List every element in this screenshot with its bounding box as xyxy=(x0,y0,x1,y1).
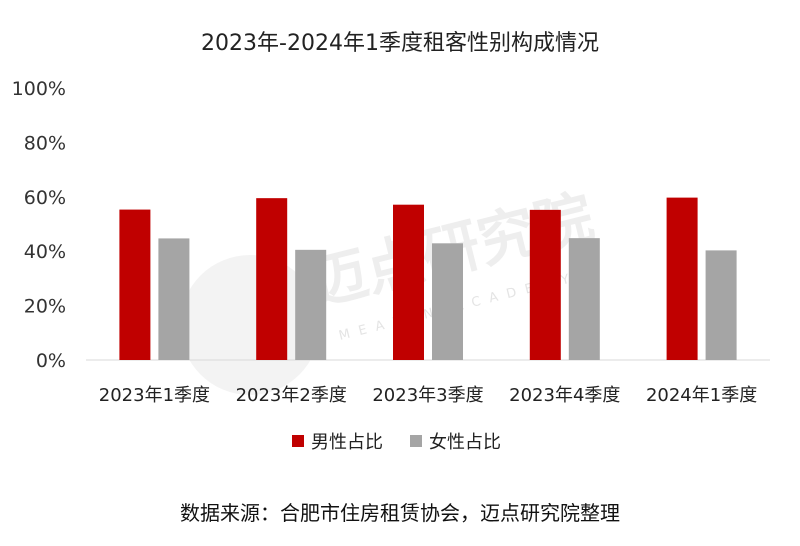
legend-swatch-male xyxy=(292,435,304,447)
legend-label-male: 男性占比 xyxy=(311,432,383,453)
x-axis: 2023年1季度 2023年2季度 2023年3季度 2023年4季度 2024年1季度 xyxy=(99,385,757,406)
legend-swatch-female xyxy=(410,435,422,447)
bar-female xyxy=(432,243,463,360)
bar-male xyxy=(393,204,424,360)
bar-female xyxy=(568,238,600,360)
bars xyxy=(119,197,737,360)
x-tick-label: 2023年2季度 xyxy=(236,385,347,406)
bar-male xyxy=(256,198,288,360)
y-tick-label: 100% xyxy=(12,78,66,100)
source-note: 数据来源：合肥市住房租赁协会，迈点研究院整理 xyxy=(180,501,620,525)
y-tick-label: 60% xyxy=(24,187,66,209)
bar-male xyxy=(529,209,561,360)
bar-male xyxy=(666,197,698,360)
x-tick-label: 2023年3季度 xyxy=(372,385,483,406)
x-tick-label: 2024年1季度 xyxy=(646,385,757,406)
bar-female xyxy=(705,250,737,360)
bar-female xyxy=(295,249,327,360)
y-tick-label: 40% xyxy=(24,241,66,263)
y-tick-label: 0% xyxy=(36,350,66,372)
chart-title: 2023年-2024年1季度租客性别构成情况 xyxy=(201,31,599,56)
x-tick-label: 2023年4季度 xyxy=(509,385,620,406)
legend: 男性占比 女性占比 xyxy=(292,432,501,453)
y-axis: 0% 20% 40% 60% 80% 100% xyxy=(12,78,66,372)
y-tick-label: 20% xyxy=(24,296,66,318)
y-tick-label: 80% xyxy=(24,132,66,154)
x-tick-label: 2023年1季度 xyxy=(99,385,210,406)
bar-male xyxy=(119,209,151,360)
legend-label-female: 女性占比 xyxy=(429,432,501,453)
bar-female xyxy=(158,238,190,360)
